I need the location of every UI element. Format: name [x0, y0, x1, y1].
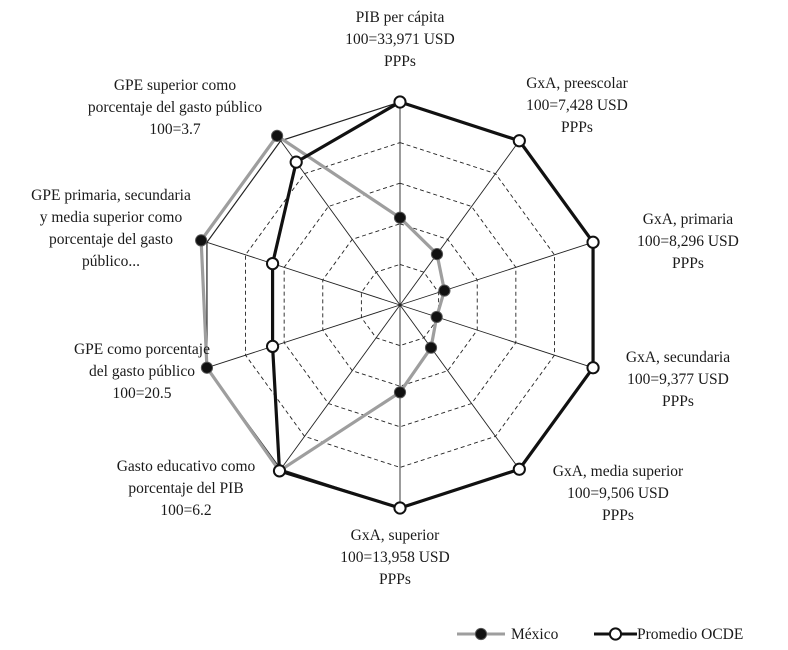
series-promedio-ocde [265, 95, 600, 515]
data-point [424, 341, 438, 354]
axis-spoke [399, 140, 520, 306]
axis-spoke [399, 304, 520, 470]
legend-item: Promedio OCDE [594, 626, 743, 643]
data-point [393, 386, 407, 399]
data-point [265, 339, 280, 353]
data-point [271, 129, 284, 142]
axis-label-line: 100=7,428 USD [526, 97, 628, 114]
legend: México Promedio OCDE [457, 626, 743, 643]
axis-label-line: porcentaje del gasto [49, 231, 173, 248]
legend-label: Promedio OCDE [637, 626, 743, 643]
grid-ring [245, 142, 555, 468]
axis-label-line: GxA, primaria [643, 211, 734, 228]
data-point [289, 155, 303, 169]
axis-label-line: 100=33,971 USD [345, 31, 455, 48]
axis-label: GxA, media superior 100=9,506 USD PPPs [553, 463, 684, 524]
axis-label-line: 100=13,958 USD [340, 549, 450, 566]
axis-label-line: GPE superior como [114, 77, 237, 94]
axis-label-line: Gasto educativo como [117, 458, 256, 475]
axis-spoke [280, 140, 401, 306]
axis-label: GPE primaria, secundaria y media superior… [31, 187, 191, 270]
axis-label-line: GPE primaria, secundaria [31, 187, 191, 204]
axis-label-line: GxA, superior [351, 527, 441, 544]
data-point [393, 501, 407, 515]
axis-label-line: GPE como porcentaje [74, 341, 210, 358]
axis-label-line: PIB per cápita [356, 9, 445, 26]
axis-label-line: 100=9,377 USD [627, 371, 729, 388]
axis-label-line: 100=6.2 [160, 502, 211, 519]
axis-label-line: 100=8,296 USD [637, 233, 739, 250]
legend-label: México [511, 626, 559, 643]
data-point [393, 95, 407, 109]
axis-label-line: público... [82, 253, 140, 270]
axis-label: PIB per cápita 100=33,971 USD PPPs [345, 9, 455, 70]
axis-label: GxA, secundaria 100=9,377 USD PPPs [626, 349, 730, 410]
data-point [272, 464, 287, 478]
data-point [430, 247, 444, 261]
axis-label-line: GxA, preescolar [526, 75, 628, 92]
radar-series [195, 95, 600, 515]
data-point [393, 211, 407, 224]
axis-label: GxA, primaria 100=8,296 USD PPPs [637, 211, 739, 272]
data-point [512, 462, 526, 476]
legend-marker [474, 627, 488, 641]
axis-label-line: del gasto público [89, 363, 195, 380]
axis-spoke [399, 241, 594, 306]
axis-label-line: PPPs [561, 119, 593, 136]
legend-marker [608, 627, 623, 641]
axis-label-line: porcentaje del gasto público [88, 99, 263, 116]
axis-label: Gasto educativo como porcentaje del PIB 10… [117, 458, 256, 519]
axis-label-line: GxA, secundaria [626, 349, 730, 366]
axis-label: GPE como porcentaje del gasto público 100=… [74, 341, 210, 402]
axis-label-line: 100=9,506 USD [567, 485, 669, 502]
axis-label-line: PPPs [379, 571, 411, 588]
axis-label-line: y media superior como [40, 209, 183, 226]
axis-label-line: PPPs [672, 255, 704, 272]
axis-label-line: PPPs [384, 53, 416, 70]
axis-label-line: 100=3.7 [149, 121, 201, 138]
data-point [195, 234, 208, 247]
axis-label-line: porcentaje del PIB [128, 480, 243, 497]
data-point [200, 361, 214, 374]
axis-label: GxA, preescolar 100=7,428 USD PPPs [526, 75, 628, 136]
data-point [265, 257, 280, 271]
axis-spoke [399, 304, 594, 369]
data-point [586, 361, 600, 375]
axis-spoke [206, 241, 401, 306]
axis-label-line: PPPs [602, 507, 634, 524]
series-line [270, 100, 595, 510]
data-point [512, 134, 526, 148]
series-mexico [195, 129, 451, 477]
data-point [586, 235, 600, 249]
axis-label-line: 100=20.5 [112, 385, 171, 402]
axis-spoke [280, 304, 401, 470]
data-point [438, 284, 451, 297]
axis-label: GxA, superior 100=13,958 USD PPPs [340, 527, 450, 588]
axis-label-line: PPPs [662, 393, 694, 410]
data-point [430, 310, 443, 324]
axis-label-line: GxA, media superior [553, 463, 684, 480]
axis-label: GPE superior como porcentaje del gasto pú… [88, 77, 263, 138]
legend-item: México [457, 626, 559, 643]
axis-spoke [206, 304, 401, 369]
